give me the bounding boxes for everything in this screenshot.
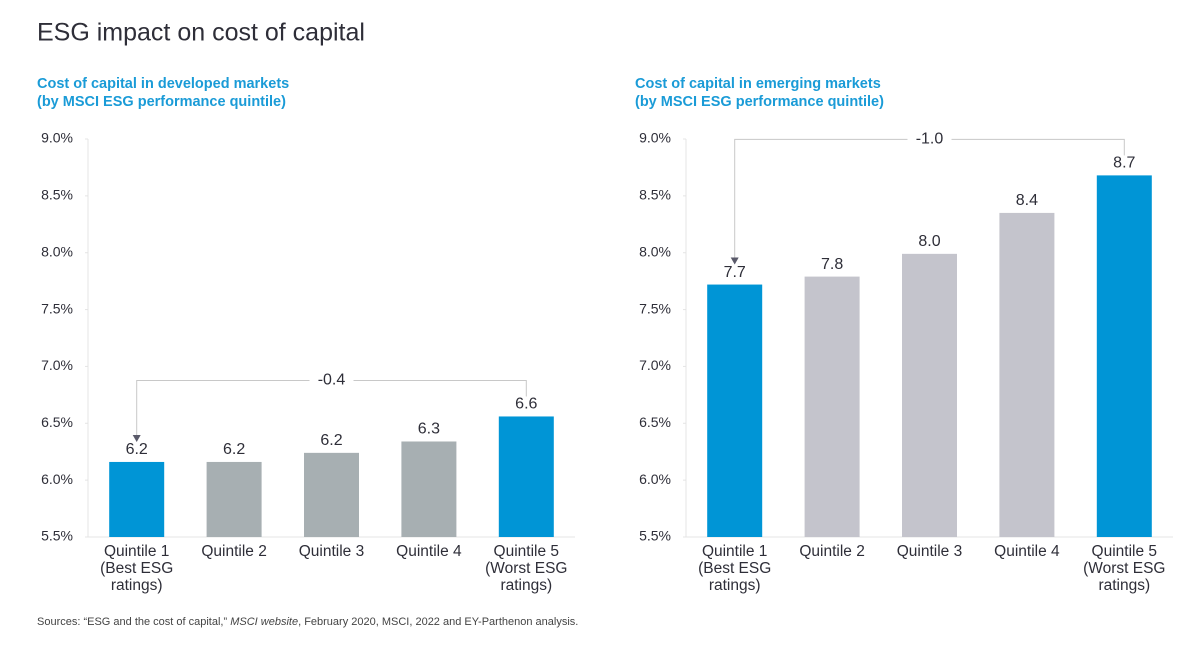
x-tick-label: Quintile 5 (Worst ESG ratings) — [1083, 543, 1166, 594]
bar — [1096, 175, 1152, 538]
y-tick-label: 8.0% — [41, 243, 73, 259]
source-note: Sources: “ESG and the cost of capital,” … — [37, 616, 578, 628]
y-tick-label: 8.5% — [41, 187, 73, 203]
x-tick-label: Quintile 1 (Best ESG ratings) — [698, 543, 772, 594]
y-tick-label: 8.0% — [639, 243, 671, 259]
source-text: Sources: “ESG and the cost of capital,” — [37, 616, 231, 628]
value-label: 6.3 — [418, 421, 440, 438]
y-tick-label: 6.0% — [639, 471, 671, 487]
y-tick-label: 7.5% — [639, 300, 671, 316]
chart-subtitle: Cost of capital in emerging markets — [635, 76, 881, 92]
annotation-bg — [309, 370, 354, 391]
bar — [804, 276, 860, 537]
source-text: , February 2020, MSCI, 2022 and EY-Parth… — [298, 616, 579, 628]
y-tick-label: 5.5% — [41, 528, 73, 544]
y-tick-label: 7.5% — [41, 300, 73, 316]
annotation: -1.0 — [916, 131, 944, 148]
y-tick-label: 7.0% — [639, 357, 671, 373]
x-tick-label: Quintile 3 — [298, 543, 365, 560]
x-tick-label: Quintile 2 — [799, 543, 865, 560]
value-label: 6.6 — [515, 396, 537, 413]
bar — [109, 461, 165, 537]
x-tick-label: Quintile 4 — [396, 543, 462, 560]
x-tick-label: Quintile 2 — [201, 543, 267, 560]
x-tick-label: Quintile 5 (Worst ESG ratings) — [485, 543, 568, 594]
page-title: ESG impact on cost of capital — [37, 19, 365, 47]
bar — [401, 441, 457, 537]
y-tick-label: 9.0% — [639, 130, 671, 146]
value-label: 6.2 — [126, 441, 148, 458]
bar — [707, 284, 763, 537]
x-tick-label: Quintile 1 (Best ESG ratings) — [100, 543, 174, 594]
source-italic: MSCI website — [230, 616, 299, 628]
value-label: 7.7 — [724, 264, 746, 281]
bar — [498, 416, 554, 537]
y-tick-label: 6.0% — [41, 471, 73, 487]
y-tick-label: 8.5% — [639, 187, 671, 203]
value-label: 7.8 — [821, 256, 843, 273]
x-tick-label: Quintile 4 — [994, 543, 1060, 560]
bar — [206, 461, 262, 537]
annotation-bg — [907, 129, 952, 150]
y-tick-label: 6.5% — [639, 414, 671, 430]
value-label: 6.2 — [223, 441, 245, 458]
value-label: 6.2 — [320, 432, 342, 449]
x-tick-label: Quintile 3 — [896, 543, 963, 560]
arrowhead — [132, 434, 141, 442]
y-tick-label: 6.5% — [41, 414, 73, 430]
bar — [902, 253, 957, 537]
chart-subtitle: Cost of capital in developed markets — [37, 76, 289, 92]
y-tick-label: 9.0% — [41, 130, 73, 146]
y-tick-label: 5.5% — [639, 528, 671, 544]
annotation: -0.4 — [318, 372, 346, 389]
bar — [999, 212, 1055, 537]
value-label: 8.0 — [918, 233, 940, 250]
y-tick-label: 7.0% — [41, 357, 73, 373]
chart-subtitle: (by MSCI ESG performance quintile) — [37, 94, 286, 110]
bar — [304, 452, 359, 537]
value-label: 8.4 — [1016, 192, 1038, 209]
arrowhead — [730, 257, 739, 265]
value-label: 8.7 — [1113, 155, 1135, 172]
chart-subtitle: (by MSCI ESG performance quintile) — [635, 94, 884, 110]
